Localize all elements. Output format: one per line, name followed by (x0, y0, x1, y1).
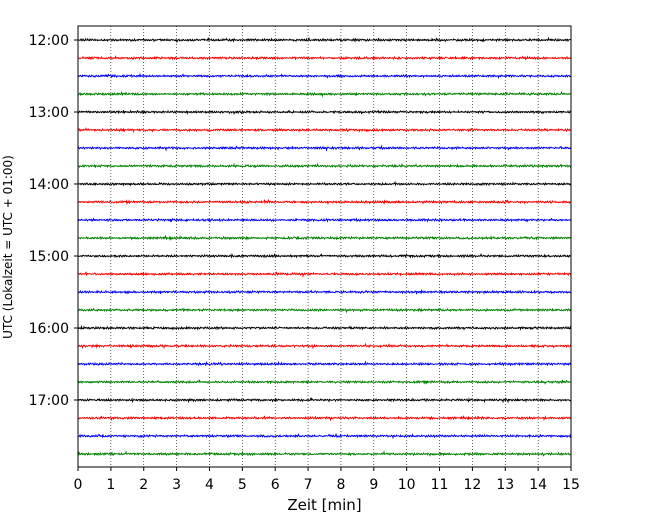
y-tick-label-1500: 15:00 (29, 249, 69, 265)
x-tick-label-2: 2 (139, 477, 148, 493)
trace-row-1215 (77, 55, 572, 61)
x-tick-label-4: 4 (205, 477, 214, 493)
trace-row-1745 (77, 450, 572, 457)
x-tick-label-1: 1 (106, 477, 115, 493)
y-tick-label-1700: 17:00 (29, 393, 69, 409)
trace-row-1230 (77, 72, 572, 80)
x-tick-label-5: 5 (238, 477, 247, 493)
x-axis-ticks: 0 1 2 3 4 5 6 7 8 9 10 11 12 13 14 15 (74, 467, 580, 493)
x-tick-label-7: 7 (304, 477, 313, 493)
trace-row-1345 (77, 162, 572, 169)
trace-row-1630 (77, 360, 572, 367)
trace-row-1400 (77, 180, 572, 187)
trace-row-1415 (77, 198, 572, 206)
x-axis-label: Zeit [min] (287, 496, 361, 514)
trace-row-1530 (77, 289, 572, 295)
x-tick-label-11: 11 (431, 477, 449, 493)
trace-row-1500 (77, 252, 572, 259)
trace-row-1730 (77, 432, 572, 440)
trace-rows (77, 36, 572, 457)
trace-row-1615 (77, 342, 572, 350)
trace-row-1430 (77, 217, 572, 224)
y-axis-ticks: 12:00 13:00 14:00 15:00 16:00 17:00 (29, 33, 78, 409)
x-tick-label-9: 9 (369, 477, 378, 493)
x-tick-label-12: 12 (463, 477, 481, 493)
trace-row-1200 (77, 36, 572, 44)
x-tick-label-10: 10 (398, 477, 416, 493)
x-tick-label-6: 6 (271, 477, 280, 493)
trace-row-1330 (77, 144, 572, 152)
x-tick-label-14: 14 (529, 477, 547, 493)
y-axis-label: UTC (Lokalzeit = UTC + 01:00) (1, 155, 15, 339)
x-tick-label-8: 8 (336, 477, 345, 493)
x-tick-label-0: 0 (74, 477, 83, 493)
y-tick-label-1300: 13:00 (29, 105, 69, 121)
trace-row-1545 (77, 307, 572, 314)
trace-row-1600 (77, 324, 572, 331)
trace-row-1445 (77, 234, 572, 241)
trace-row-1515 (77, 271, 572, 278)
trace-row-1715 (77, 415, 572, 422)
y-tick-label-1400: 14:00 (29, 177, 69, 193)
x-tick-label-15: 15 (562, 477, 580, 493)
trace-row-1700 (77, 396, 572, 404)
y-tick-label-1200: 12:00 (29, 33, 69, 49)
x-tick-label-3: 3 (172, 477, 181, 493)
trace-row-1315 (77, 127, 572, 134)
trace-row-1645 (77, 379, 572, 385)
plot-frame (77, 25, 572, 468)
y-tick-label-1600: 16:00 (29, 321, 69, 337)
trace-row-1300 (77, 109, 572, 115)
x-tick-label-13: 13 (496, 477, 514, 493)
trace-row-1245 (77, 90, 572, 98)
